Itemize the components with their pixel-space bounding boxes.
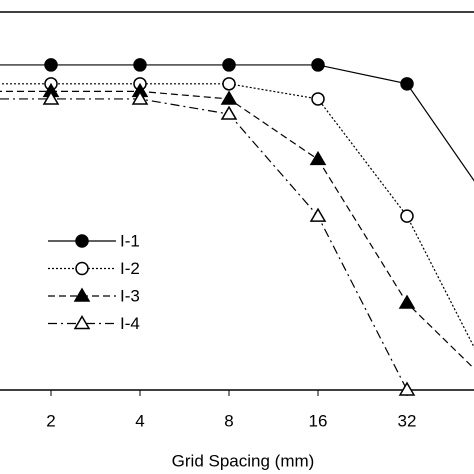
series-line — [0, 98, 408, 391]
legend-marker — [73, 315, 91, 330]
legend-marker — [73, 287, 91, 302]
marker — [311, 92, 325, 106]
marker — [131, 90, 149, 105]
legend-marker — [75, 234, 89, 248]
legend-marker — [75, 261, 89, 276]
marker — [133, 58, 147, 72]
legend-label: I-4 — [120, 314, 140, 333]
x-tick-label: 16 — [309, 411, 328, 430]
legend-label: I-3 — [120, 286, 140, 305]
x-axis-label: Grid Spacing (mm) — [172, 451, 315, 470]
x-tick-label: 32 — [398, 411, 417, 430]
x-tick-label: 2 — [46, 411, 55, 430]
x-tick-label: 8 — [224, 411, 233, 430]
marker — [222, 58, 236, 72]
x-tick-label: 4 — [135, 411, 144, 430]
series-line — [0, 83, 474, 349]
marker — [398, 294, 416, 309]
marker — [44, 58, 58, 72]
marker — [42, 90, 60, 105]
marker — [309, 207, 327, 222]
legend-label: I-2 — [120, 259, 140, 278]
marker — [311, 58, 325, 72]
legend-label: I-1 — [120, 231, 140, 250]
marker — [222, 77, 236, 91]
marker — [398, 381, 416, 396]
marker — [220, 105, 238, 120]
marker — [400, 209, 414, 223]
marker — [220, 90, 238, 105]
marker — [309, 150, 327, 166]
marker — [400, 77, 414, 91]
